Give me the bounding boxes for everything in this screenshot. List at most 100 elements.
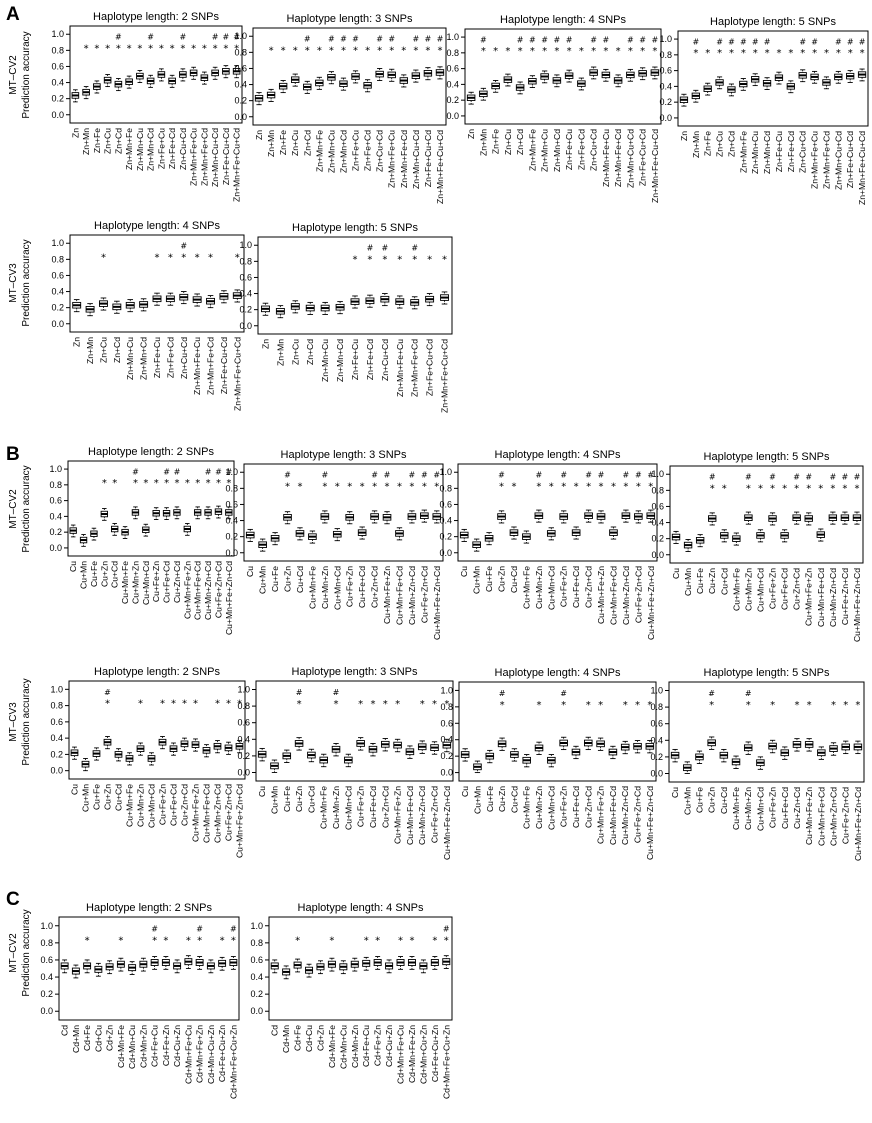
y-tick-label: 0.8 [50,701,63,711]
x-tick-label: Cu+Fe+Cd [357,566,367,608]
x-tick-label: Cd+Fe+Cu [361,1025,371,1067]
significance-star: * [395,699,400,710]
x-tick-label: Zn+Mn+Fe+Cu [601,129,611,187]
significance-hash: # [647,471,654,480]
significance-star: * [127,43,132,54]
significance-star: * [647,700,652,711]
y-tick-label: 0.2 [650,752,663,762]
significance-star: * [409,481,414,492]
significance-star: * [105,699,110,710]
significance-star: * [782,483,787,494]
x-tick-label: Cd+Mn [281,1025,291,1053]
y-tick-label: 0.6 [51,270,64,280]
y-tick-label: 0.6 [650,719,663,729]
x-tick-label: Zn [254,130,264,140]
y-tick-label: 0.4 [49,511,62,521]
y-tick-label: 0.2 [239,305,252,315]
significance-star: * [432,699,437,710]
x-tick-label: Cu [68,561,78,572]
y-tick-label: 1.0 [225,467,238,477]
x-tick-label: Cu+Mn+Fe+Cd [816,568,826,627]
y-tick-label: 0.0 [50,766,63,776]
x-tick-label: Cu+Mn+Fe+Cd [816,787,826,846]
x-tick-label: Cu+Mn [258,566,268,594]
y-tick-label: 0.2 [51,303,64,313]
y-tick-label: 0.0 [250,1006,263,1016]
x-tick-label: Cu+Mn+Fe [319,786,329,829]
x-tick-label: Zn+Mn+Cd [338,130,348,173]
x-tick-label: Zn+Cd [302,130,312,156]
x-tick-label: Cu+Fe+Cd [571,786,581,828]
significance-hash: # [590,35,597,44]
x-tick-label: Zn [70,128,80,138]
significance-star: * [442,254,447,265]
x-tick-label: Cu+Fe+Zn [559,566,569,607]
significance-star: * [746,483,751,494]
plot-frame [68,680,246,780]
significance-star: * [437,45,442,56]
x-tick-label: Zn+Fe+Cu [774,131,784,172]
x-tick-label: Cu+Zn [497,566,507,592]
y-tick-label: 0.0 [239,321,252,331]
x-tick-label: Cu+Fe+Cd [780,787,790,829]
x-tick-label: Cd [60,1025,70,1036]
significance-hash: # [627,35,634,44]
x-tick-label: Zn+Fe+Cu+Cd [221,128,231,185]
significance-star: * [305,45,310,56]
significance-star: * [133,478,138,489]
chart-panel: Haplotype length: 2 SNPs 0.0 0.2 0.4 0.6 0.8 1… [40,902,240,1099]
y-tick-label: 0.6 [440,718,453,728]
x-tick-label: Cu+Fe+Cd [571,566,581,608]
y-tick-label: 1.0 [651,469,664,479]
x-tick-label: Cd+Mn+Fe+Zn [407,1025,417,1083]
significance-star: * [511,481,516,492]
significance-hash: # [132,467,139,476]
x-tick-label: Cu+Mn [472,566,482,594]
x-tick-label: Zn+Mn+Fe+Cd [206,337,216,395]
x-tick-label: Cu+Fe+Zn+Cd [841,787,851,844]
significance-star: * [375,936,380,947]
x-tick-label: Cd+Mn+Zn [138,1025,148,1068]
x-tick-label: Zn+Mn+Fe+Cu+Cd [232,128,242,202]
y-tick-label: 1.0 [49,464,62,474]
chart-panels: Haplotype length: 2 SNPs 0.0 0.2 0.4 0.6 0.8 1… [40,11,869,1099]
x-tick-label: Cu+Fe+Cd [780,568,790,610]
significance-hash: # [352,35,359,44]
y-tick-label: 0.6 [51,61,64,71]
x-tick-label: Zn+Mn+Fe+Cd [399,130,409,188]
significance-star: * [85,936,90,947]
plot-frame [457,463,658,562]
y-tick-label: 0.4 [225,516,238,526]
significance-hash: # [566,35,573,44]
y-tick-label: 0.8 [440,702,453,712]
chart-panel: Haplotype length: 5 SNPs 0.0 0.2 0.4 0.6 0.8 1… [650,667,865,861]
chart-panel: Haplotype length: 5 SNPs 0.0 0.2 0.4 0.6 0.8 1… [239,222,453,413]
significance-hash: # [854,473,861,482]
x-tick-label: Zn+Mn [85,337,95,364]
plot-frame [268,916,453,1021]
significance-star: * [434,481,439,492]
x-tick-label: Cu+Mn+Zn+Cd [417,786,427,845]
significance-hash: # [384,471,391,480]
significance-star: * [499,481,504,492]
y-tick-label: 1.0 [51,238,64,248]
chart-panel: Haplotype length: 3 SNPs 0.0 0.2 0.4 0.6 0.8 1… [225,449,444,640]
y-tick-label: 0.8 [651,485,664,495]
significance-star: * [164,478,169,489]
significance-hash: # [367,244,374,253]
x-tick-label: Zn+Mn+Cu [135,128,145,171]
y-tick-label: 1.0 [51,29,64,39]
x-tick-label: Cu+Zn+Cd [380,786,390,828]
plot-frame [58,916,240,1021]
significance-star: * [195,478,200,489]
x-tick-label: Cu+Fe [282,786,292,812]
x-tick-label: Cu+Mn [682,787,692,815]
significance-star: * [160,699,165,710]
chart-panel: Haplotype length: 4 SNPs 0.0 0.2 0.4 0.6 0.8 1… [439,449,658,640]
significance-hash: # [443,924,450,933]
x-tick-label: Cu+Mn+Fe+Zn+Cd [646,566,656,640]
significance-star: * [171,699,176,710]
x-tick-label: Zn [679,131,689,141]
x-tick-label: Zn+Cu+Cd [380,339,390,381]
x-tick-label: Zn+Fe+Cd [363,130,373,171]
